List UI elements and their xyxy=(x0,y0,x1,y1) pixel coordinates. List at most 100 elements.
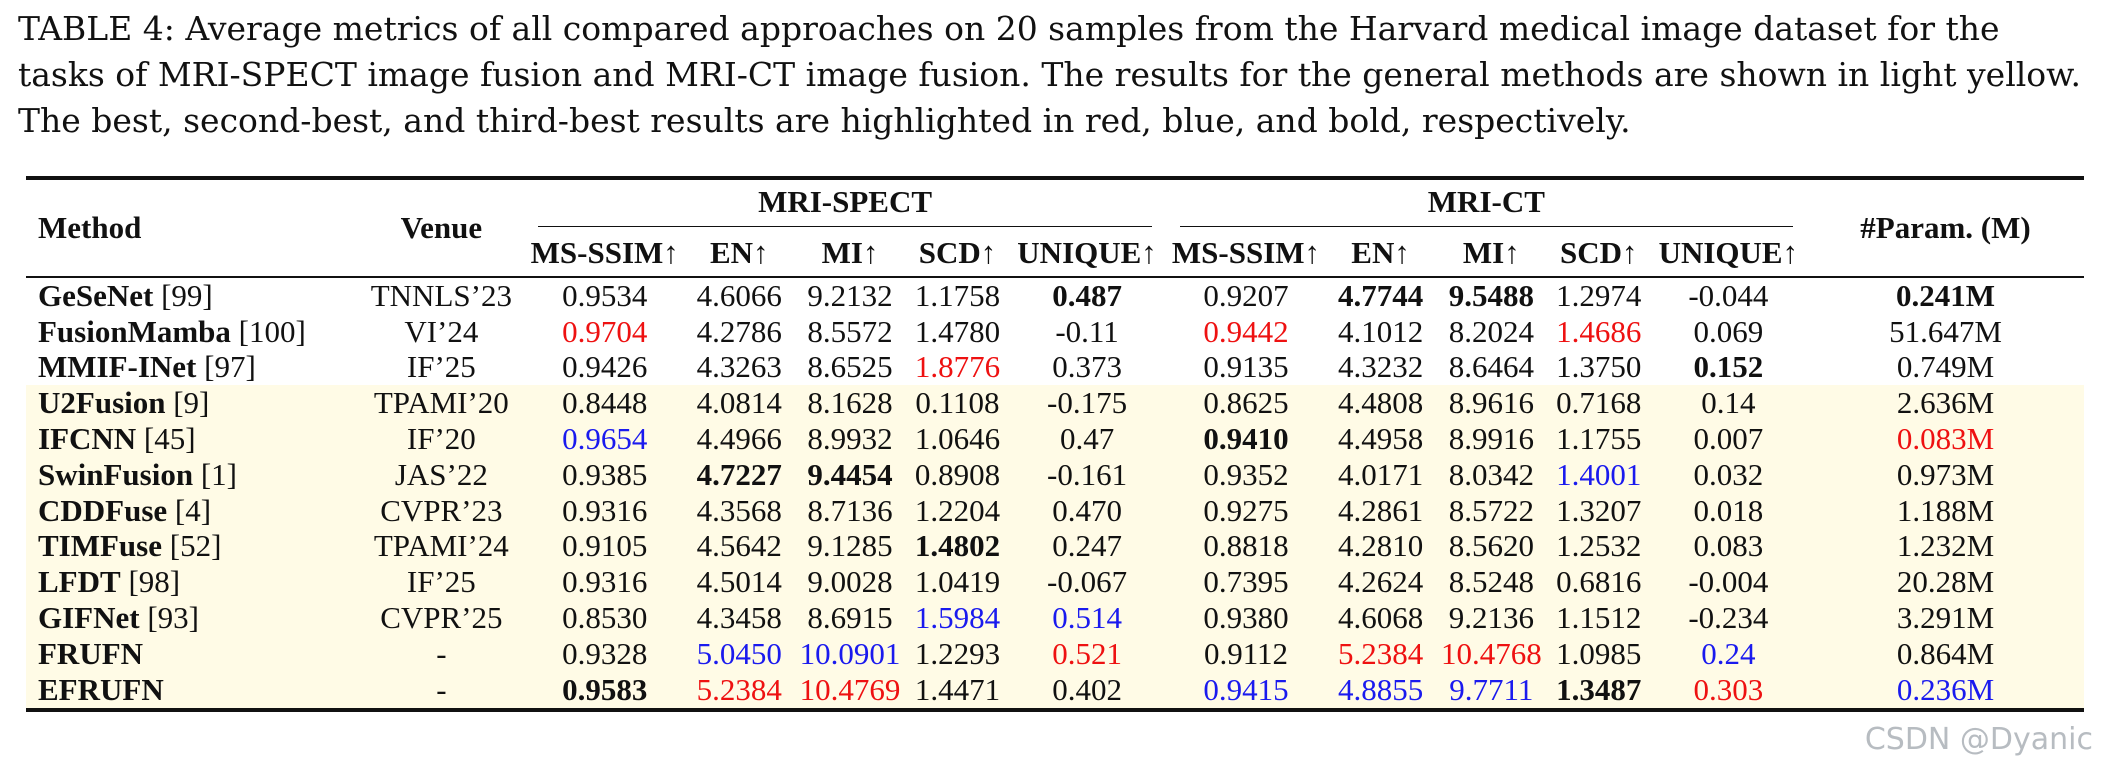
metric-cell: 5.0450 xyxy=(685,635,794,672)
venue-cell: IF’25 xyxy=(406,349,476,385)
header-params: #Param. (M) xyxy=(1860,210,2031,245)
metric-cell: 9.2136 xyxy=(1434,600,1548,636)
table-row: GIFNet [93] CVPR’25 0.8530 4.3458 8.6915 1.59… xyxy=(26,600,2084,636)
venue-cell: TPAMI’20 xyxy=(358,385,525,422)
metric-cell: 8.5248 xyxy=(1434,564,1548,601)
method-name: FusionMamba xyxy=(38,313,231,349)
table-row: CDDFuse [4] CVPR’23 0.9316 4.3568 8.7136 1.22… xyxy=(26,492,2084,529)
method-cell: CDDFuse [4] xyxy=(26,492,359,529)
venue-cell: - xyxy=(358,635,525,672)
metric-cell: 8.6525 xyxy=(807,349,893,385)
venue-cell: CVPR’23 xyxy=(358,492,525,529)
metric-cell: 0.9410 xyxy=(1165,421,1327,457)
metric-cell: 8.9916 xyxy=(1434,421,1548,457)
method-name: MMIF-INet xyxy=(38,349,197,385)
table-row: EFRUFN -0.9583 5.2384 10.4769 1.4471 0.402 0.9… xyxy=(26,671,2084,710)
metric-cell: 4.5014 xyxy=(685,564,794,601)
param-cell: 51.647M xyxy=(1889,313,2002,349)
param-cell: 3.291M xyxy=(1807,600,2084,636)
method-name: FRUFN xyxy=(38,635,144,671)
metric-cell: 1.2532 xyxy=(1547,528,1650,565)
metric-cell: 8.5722 xyxy=(1434,492,1548,529)
metric-cell: 0.9105 xyxy=(524,528,686,565)
header-metric: UNIQUE↑ xyxy=(1017,235,1157,270)
metric-cell: 4.2861 xyxy=(1326,492,1435,529)
method-cell: SwinFusion [1] xyxy=(26,456,359,493)
metric-cell: 0.247 xyxy=(1008,528,1166,565)
method-cell: TIMFuse [52] xyxy=(26,528,359,565)
metric-cell: 0.303 xyxy=(1649,671,1808,710)
metric-cell: 1.3487 xyxy=(1547,671,1650,710)
metric-cell: 0.8625 xyxy=(1165,385,1327,422)
method-name: GeSeNet xyxy=(38,277,154,313)
header-metric: EN↑ xyxy=(1351,235,1410,270)
venue-cell: TPAMI’24 xyxy=(358,528,525,565)
metric-cell: 8.7136 xyxy=(793,492,907,529)
method-reference: [52] xyxy=(169,528,222,564)
metric-cell: 0.24 xyxy=(1649,635,1808,672)
param-cell: 0.864M xyxy=(1807,635,2084,672)
metric-cell: 1.2974 xyxy=(1556,277,1642,313)
metric-cell: 8.0342 xyxy=(1434,456,1548,493)
metric-cell: 9.4454 xyxy=(793,456,907,493)
metric-cell: 1.4802 xyxy=(906,528,1009,565)
metric-cell: 4.5642 xyxy=(685,528,794,565)
header-metric: MI↑ xyxy=(821,235,879,270)
metric-cell: 4.2786 xyxy=(696,313,782,349)
param-cell: 1.188M xyxy=(1807,492,2084,529)
param-cell: 2.636M xyxy=(1807,385,2084,422)
method-reference: [9] xyxy=(173,385,210,421)
metric-cell: 0.487 xyxy=(1052,277,1122,313)
metric-cell: 8.9932 xyxy=(793,421,907,457)
metric-cell: 10.4769 xyxy=(793,671,907,710)
table-body: GeSeNet [99] TNNLS’23 0.9534 4.6066 9.2132 1.… xyxy=(26,277,2084,710)
metric-cell: -0.044 xyxy=(1688,277,1769,313)
method-reference: [100] xyxy=(238,313,306,349)
method-name: CDDFuse xyxy=(38,492,168,528)
metric-cell: 1.4686 xyxy=(1556,313,1642,349)
metric-cell: 0.9275 xyxy=(1165,492,1327,529)
metric-cell: 0.402 xyxy=(1008,671,1166,710)
param-cell: 0.236M xyxy=(1807,671,2084,710)
metric-cell: 4.4966 xyxy=(685,421,794,457)
metric-cell: 0.9385 xyxy=(524,456,686,493)
metric-cell: 0.007 xyxy=(1649,421,1808,457)
metric-cell: 8.9616 xyxy=(1434,385,1548,422)
metric-cell: 4.0814 xyxy=(685,385,794,422)
metric-cell: 1.0985 xyxy=(1547,635,1650,672)
metric-cell: 1.0419 xyxy=(906,564,1009,601)
metric-cell: 4.7227 xyxy=(685,456,794,493)
metric-cell: 4.4958 xyxy=(1326,421,1435,457)
metric-cell: 0.8818 xyxy=(1165,528,1327,565)
metric-cell: 0.9704 xyxy=(562,313,648,349)
table-row: MMIF-INet [97] IF’25 0.9426 4.3263 8.6525 1.8… xyxy=(26,350,2084,386)
metric-cell: 1.1758 xyxy=(914,277,1001,313)
metric-cell: 0.470 xyxy=(1008,492,1166,529)
header-group-mri-spect: MRI-SPECT xyxy=(524,178,1165,230)
metric-cell: 0.9316 xyxy=(524,492,686,529)
metric-cell: 9.0028 xyxy=(793,564,907,601)
param-cell: 0.749M xyxy=(1896,349,1995,385)
metric-cell: 4.3568 xyxy=(685,492,794,529)
table-head: Method Venue MRI-SPECT MRI-CT #Param. (M… xyxy=(26,178,2084,277)
metric-cell: 9.2132 xyxy=(807,277,893,313)
metric-cell: 1.4780 xyxy=(914,313,1001,349)
metric-cell: 0.9380 xyxy=(1165,600,1327,636)
method-cell: EFRUFN xyxy=(26,671,359,710)
metric-cell: 4.8855 xyxy=(1326,671,1435,710)
metric-cell: -0.175 xyxy=(1008,385,1166,422)
metric-cell: 0.9328 xyxy=(524,635,686,672)
metric-cell: 1.3750 xyxy=(1556,349,1642,385)
method-reference: [99] xyxy=(161,277,213,313)
param-cell: 0.973M xyxy=(1807,456,2084,493)
method-name: U2Fusion xyxy=(38,385,166,421)
metric-cell: 0.8530 xyxy=(524,600,686,636)
metric-cell: 0.9426 xyxy=(562,349,648,385)
metric-cell: 0.9207 xyxy=(1203,277,1289,313)
metric-cell: 0.9442 xyxy=(1203,313,1289,349)
metric-cell: 4.4808 xyxy=(1326,385,1435,422)
metric-cell: 10.4768 xyxy=(1434,635,1548,672)
metric-cell: 0.373 xyxy=(1052,349,1122,385)
header-metric: MI↑ xyxy=(1462,235,1520,270)
metric-cell: 8.5620 xyxy=(1434,528,1548,565)
